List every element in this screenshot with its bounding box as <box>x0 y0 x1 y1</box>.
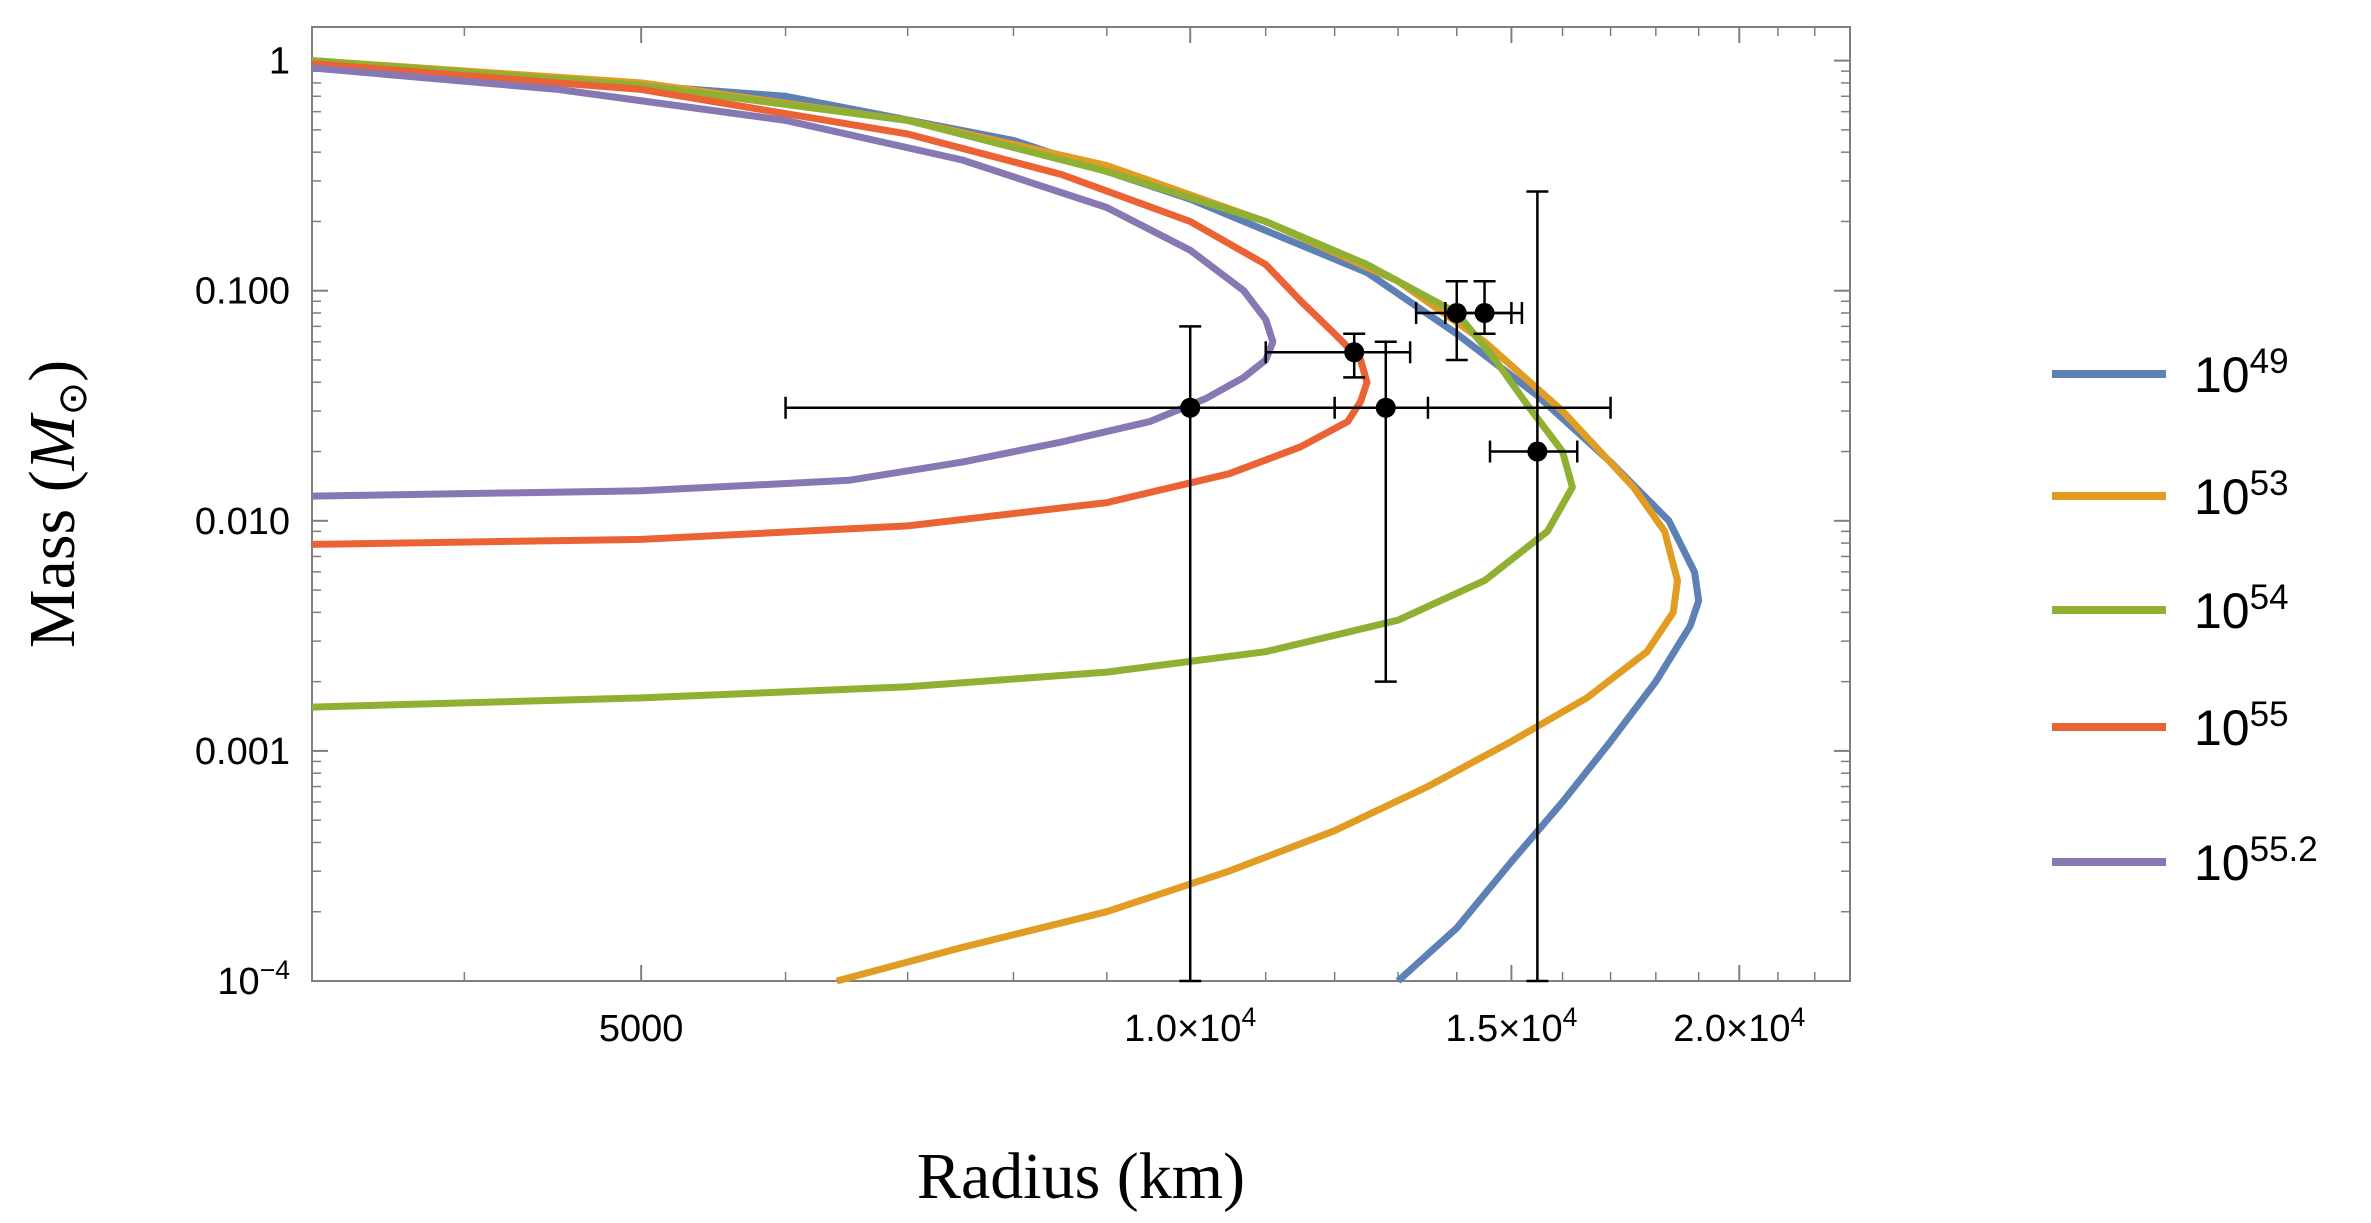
plot-frame <box>311 26 1851 982</box>
y-tick-label-4: 10−4 <box>217 955 290 1003</box>
data-point <box>1474 303 1495 324</box>
x-tick-label-3: 2.0×104 <box>1673 1002 1805 1050</box>
data-point <box>1527 441 1548 462</box>
y-tick-label-0: 1 <box>269 41 290 83</box>
legend-item-3: 1055 <box>2052 695 2289 757</box>
error-bar-layer <box>784 190 1612 983</box>
series-curve-1 <box>311 57 1681 985</box>
legend-item-2: 1054 <box>2052 578 2289 640</box>
y-axis-title: Mass (M⊙) <box>16 360 95 648</box>
data-point <box>1344 342 1365 363</box>
curve-layer <box>311 57 1703 985</box>
legend-label-1: 1053 <box>2194 464 2289 526</box>
error-point-4 <box>784 325 1612 983</box>
x-tick-label-2: 1.5×104 <box>1445 1002 1577 1050</box>
series-curve-3 <box>311 60 1371 548</box>
tick-layer: 1 0.100 0.010 0.001 10−4 5000 1.0×104 1.5×104 2.… <box>195 27 1851 1050</box>
y-axis-title-subscript: ⊙ <box>50 382 95 416</box>
legend-item-0: 1049 <box>2052 342 2289 404</box>
x-tick-label-0: 5000 <box>599 1008 684 1050</box>
legend-label-3: 1055 <box>2194 695 2289 757</box>
error-point-1 <box>1444 279 1524 336</box>
legend-item-1: 1053 <box>2052 464 2289 526</box>
legend-item-4: 1055.2 <box>2052 830 2318 892</box>
legend-label-0: 1049 <box>2194 342 2289 404</box>
y-tick-label-3: 0.001 <box>195 731 290 773</box>
y-tick-label-1: 0.100 <box>195 271 290 313</box>
y-axis-title-symbol: M <box>16 411 89 471</box>
legend-label-2: 1054 <box>2194 578 2289 640</box>
y-axis-title-prefix: Mass ( <box>16 470 89 648</box>
x-tick-label-1: 1.0×104 <box>1124 1002 1256 1050</box>
series-curve-4 <box>311 64 1277 500</box>
series-curve-0 <box>311 57 1703 984</box>
y-tick-label-2: 0.010 <box>195 501 290 543</box>
error-point-5 <box>1488 190 1579 983</box>
data-point <box>1180 397 1201 418</box>
x-axis-title: Radius (km) <box>917 1140 1245 1213</box>
y-axis-title-suffix: ) <box>16 360 89 382</box>
legend-label-4: 1055.2 <box>2194 830 2318 892</box>
legend: 1049 1053 1054 1055 1055.2 <box>2052 342 2318 892</box>
